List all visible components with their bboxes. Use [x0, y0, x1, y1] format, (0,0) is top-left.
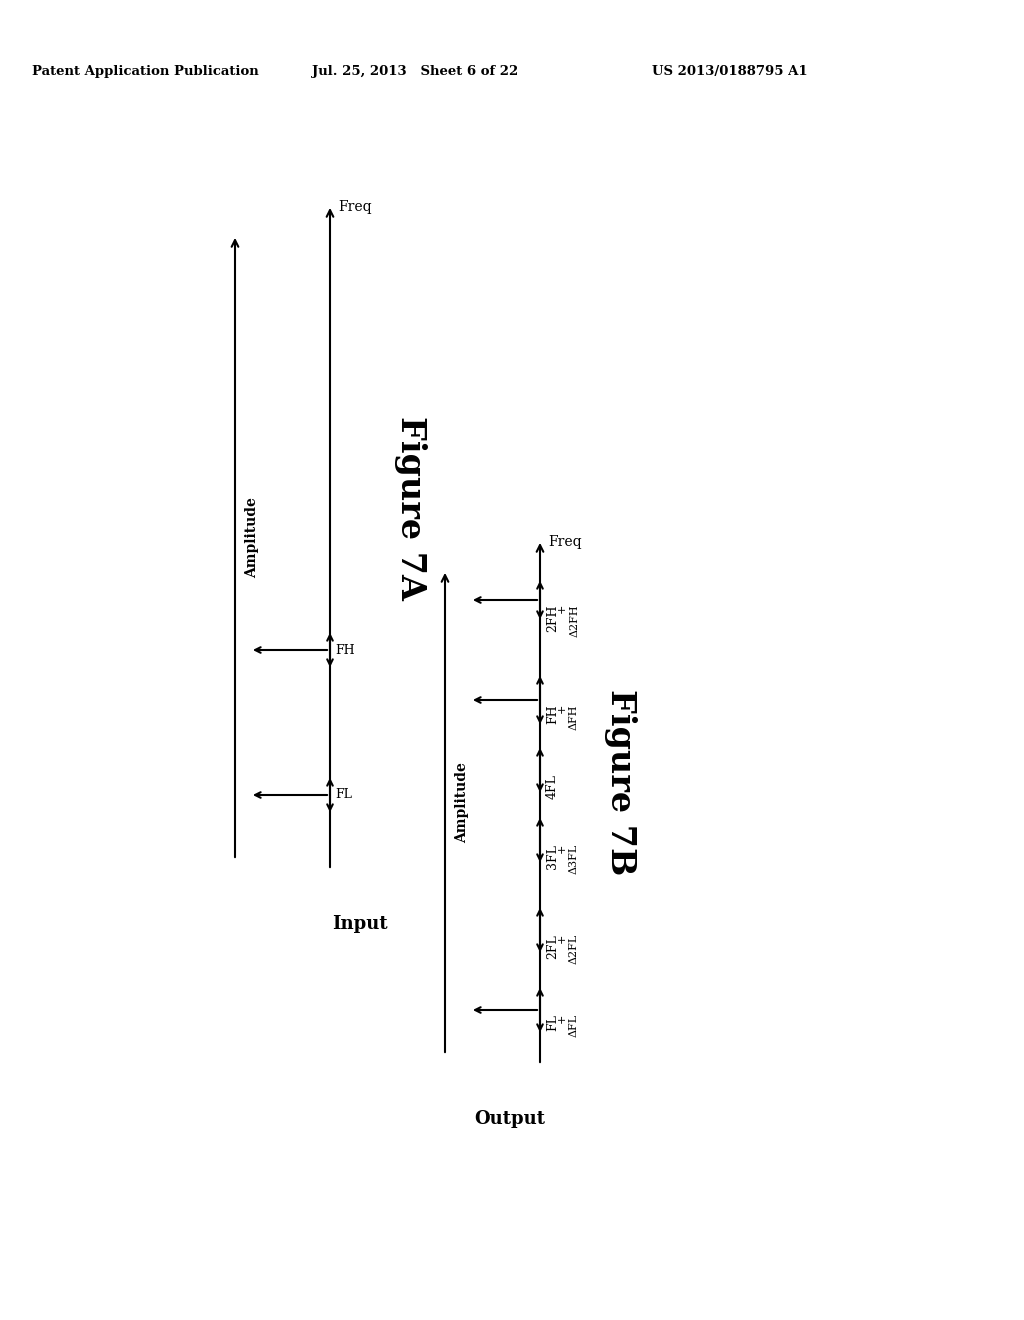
Text: Figure 7B: Figure 7B — [603, 689, 637, 875]
Text: Freq: Freq — [548, 535, 582, 549]
Text: 3FL: 3FL — [546, 843, 559, 869]
Text: 4FL: 4FL — [546, 774, 559, 799]
Text: Output: Output — [474, 1110, 546, 1129]
Text: 2FL: 2FL — [546, 935, 559, 958]
Text: ΔFL: ΔFL — [569, 1014, 579, 1038]
Text: ΔFH: ΔFH — [569, 704, 579, 730]
Text: Figure 7A: Figure 7A — [393, 416, 427, 599]
Text: Δ2FL: Δ2FL — [569, 935, 579, 964]
Text: +: + — [557, 1014, 567, 1023]
Text: US 2013/0188795 A1: US 2013/0188795 A1 — [652, 66, 808, 78]
Text: Jul. 25, 2013   Sheet 6 of 22: Jul. 25, 2013 Sheet 6 of 22 — [312, 66, 518, 78]
Text: +: + — [557, 605, 567, 614]
Text: +: + — [557, 935, 567, 944]
Text: Patent Application Publication: Patent Application Publication — [32, 66, 258, 78]
Text: Δ2FH: Δ2FH — [570, 605, 580, 636]
Text: Freq: Freq — [338, 201, 372, 214]
Text: FH: FH — [546, 704, 559, 723]
Text: FL: FL — [546, 1014, 559, 1031]
Text: FH: FH — [335, 644, 354, 656]
Text: Amplitude: Amplitude — [455, 762, 469, 843]
Text: Amplitude: Amplitude — [245, 498, 259, 578]
Text: Δ3FL: Δ3FL — [569, 843, 579, 874]
Text: 2FH: 2FH — [546, 605, 559, 631]
Text: FL: FL — [335, 788, 352, 801]
Text: +: + — [557, 704, 567, 713]
Text: +: + — [557, 843, 567, 853]
Text: Input: Input — [332, 915, 388, 933]
